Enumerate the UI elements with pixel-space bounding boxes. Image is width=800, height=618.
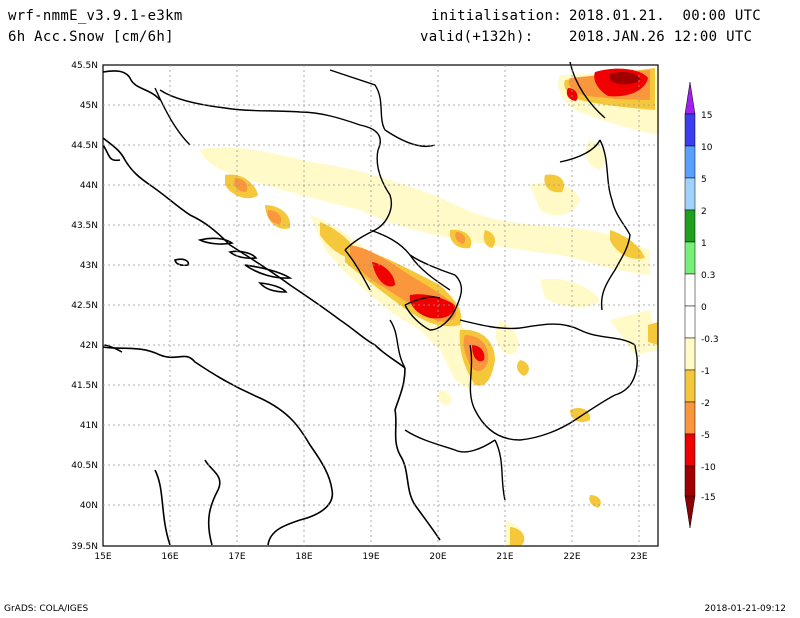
valid-value: 2018.JAN.26 12:00 UTC — [569, 29, 753, 45]
lat-tick: 43N — [80, 261, 98, 271]
lat-tick: 45N — [80, 101, 98, 111]
colorbar-label: -5 — [701, 431, 710, 441]
colorbar-cell — [684, 433, 696, 467]
colorbar-label: -15 — [701, 493, 716, 503]
field-name: 6h Acc.Snow [cm/6h] — [8, 29, 174, 45]
colorbar-top-arrow — [684, 81, 696, 115]
colorbar-cell — [684, 209, 696, 243]
coastlines — [102, 70, 441, 546]
colorbar-cell — [684, 465, 696, 497]
lon-tick: 21E — [496, 552, 513, 562]
colorbar: 15 10 5 2 1 0.3 0 -0.3 -1 -2 -5 -10 -15 — [684, 81, 719, 529]
snow-shading — [200, 68, 660, 545]
lon-tick: 23E — [630, 552, 647, 562]
valid-label: valid(+132h): — [420, 29, 534, 45]
lat-tick: 40.5N — [71, 461, 98, 471]
colorbar-label: -1 — [701, 367, 710, 377]
colorbar-label: -0.3 — [701, 335, 719, 345]
plot-frame — [102, 64, 659, 547]
lat-tick: 42.5N — [71, 301, 98, 311]
colorbar-label: 10 — [701, 143, 713, 153]
lon-tick: 22E — [563, 552, 580, 562]
lat-tick: 40N — [80, 501, 98, 511]
gridlines — [103, 65, 658, 546]
lat-tick: 39.5N — [71, 542, 98, 552]
lat-tick: 42N — [80, 341, 98, 351]
colorbar-label: 2 — [701, 207, 707, 217]
init-value: 2018.01.21. 00:00 UTC — [569, 8, 762, 24]
lon-ticks: 15E 16E 17E 18E 19E 20E 21E 22E 23E — [94, 552, 647, 562]
colorbar-cell — [684, 177, 696, 211]
colorbar-cell — [684, 113, 696, 147]
colorbar-label: 1 — [701, 239, 707, 249]
lat-tick: 45.5N — [71, 61, 98, 71]
colorbar-label: 0.3 — [701, 271, 715, 281]
lon-tick: 19E — [362, 552, 379, 562]
lat-ticks: 45.5N 45N 44.5N 44N 43.5N 43N 42.5N 42N … — [71, 61, 98, 552]
lon-tick: 18E — [295, 552, 312, 562]
colorbar-cell — [684, 273, 696, 307]
lat-tick: 41.5N — [71, 381, 98, 391]
footer-right: 2018-01-21-09:12 — [704, 604, 787, 614]
lon-tick: 15E — [94, 552, 111, 562]
colorbar-bottom-arrow — [684, 495, 696, 529]
colorbar-label: 5 — [701, 175, 707, 185]
colorbar-label: 15 — [701, 111, 712, 121]
init-label: initialisation: — [431, 8, 562, 24]
lon-tick: 20E — [429, 552, 446, 562]
colorbar-label: -2 — [701, 399, 710, 409]
lon-tick: 16E — [161, 552, 178, 562]
colorbar-cell — [684, 337, 696, 371]
lat-tick: 44N — [80, 181, 98, 191]
colorbar-cell — [684, 305, 696, 339]
colorbar-label: 0 — [701, 303, 707, 313]
lat-tick: 43.5N — [71, 221, 98, 231]
colorbar-cell — [684, 241, 696, 275]
colorbar-cell — [684, 369, 696, 403]
model-name: wrf-nmmE_v3.9.1-e3km — [8, 8, 183, 24]
colorbar-cell — [684, 401, 696, 435]
colorbar-label: -10 — [701, 463, 716, 473]
footer-left: GrADS: COLA/IGES — [4, 604, 89, 614]
colorbar-cell — [684, 145, 696, 179]
lat-tick: 44.5N — [71, 141, 98, 151]
borders — [154, 61, 638, 501]
lon-tick: 17E — [228, 552, 245, 562]
lat-tick: 41N — [80, 421, 98, 431]
